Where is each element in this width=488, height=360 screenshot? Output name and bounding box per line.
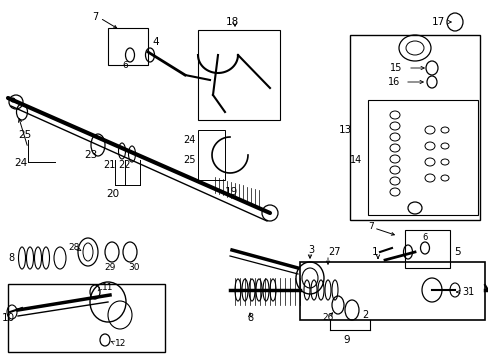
Text: 7: 7 (367, 221, 373, 230)
Bar (349, 35, 479, 220)
Bar (198, 130, 224, 180)
Text: 5: 5 (453, 247, 460, 257)
Text: 13: 13 (338, 125, 351, 135)
Bar (404, 230, 449, 268)
Bar (108, 28, 148, 65)
Text: 12: 12 (115, 339, 126, 348)
Text: 7: 7 (92, 12, 98, 22)
Bar (367, 100, 477, 215)
Text: 16: 16 (387, 77, 400, 87)
Text: 11: 11 (102, 284, 113, 292)
Text: 20: 20 (106, 189, 120, 199)
Text: 1: 1 (371, 247, 378, 257)
Text: 15: 15 (389, 63, 402, 73)
Text: 27: 27 (327, 247, 340, 257)
Text: 22: 22 (118, 160, 130, 170)
Text: 24: 24 (183, 135, 195, 145)
Text: 23: 23 (84, 150, 97, 160)
Text: 6: 6 (422, 234, 427, 243)
Text: 21: 21 (103, 160, 115, 170)
Ellipse shape (11, 98, 15, 102)
Text: 6: 6 (122, 60, 128, 69)
Bar (299, 262, 484, 320)
Text: 25: 25 (18, 130, 31, 140)
Text: 4: 4 (152, 37, 158, 47)
Text: 24: 24 (14, 158, 27, 168)
Text: 14: 14 (349, 155, 362, 165)
Text: 29: 29 (104, 264, 115, 273)
Text: 26: 26 (321, 314, 333, 323)
Text: 19: 19 (224, 187, 238, 197)
Text: 9: 9 (343, 335, 349, 345)
Text: 10: 10 (2, 313, 15, 323)
Text: 30: 30 (128, 264, 139, 273)
Text: 8: 8 (8, 253, 14, 263)
Text: 31: 31 (461, 287, 473, 297)
Text: 8: 8 (246, 313, 253, 323)
Bar (8, 284, 164, 352)
Text: 2: 2 (361, 310, 367, 320)
Text: 3: 3 (307, 245, 313, 255)
Text: 18: 18 (225, 17, 238, 27)
Bar (198, 30, 280, 120)
Text: 17: 17 (431, 17, 445, 27)
Text: 25: 25 (183, 155, 195, 165)
Text: 28: 28 (68, 243, 79, 252)
